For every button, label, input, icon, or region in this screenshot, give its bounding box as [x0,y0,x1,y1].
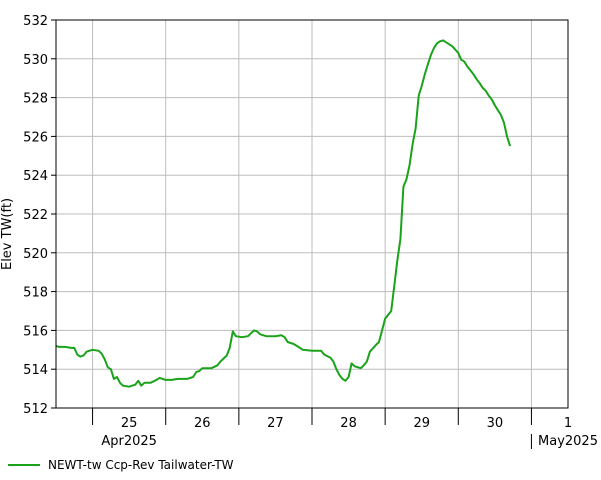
legend-line-swatch [8,464,40,466]
y-tick-label: 512 [23,402,48,417]
x-tick-label: 25 [121,416,138,431]
y-tick-label: 522 [23,208,48,223]
x-tick-label: 1 [564,416,572,431]
y-tick-label: 514 [23,363,48,378]
x-tick-label: 28 [340,416,357,431]
x-tick-label: 27 [267,416,284,431]
y-tick-label: 516 [23,324,48,339]
y-tick-label: 520 [23,247,48,262]
x-tick-label: 29 [413,416,430,431]
y-tick-label: 518 [23,286,48,301]
y-tick-label: 530 [23,53,48,68]
plot-frame [55,19,569,409]
x-tick-label: 26 [194,416,211,431]
y-tick-label: 524 [23,169,48,184]
x-axis-ticks: 25 26 27 28 29 30 1 Apr2025 May2025 [92,408,598,449]
y-axis-ticks: 512 514 516 518 520 522 524 526 528 530 532 [23,14,56,417]
series-lines [55,39,512,388]
x-tick-label: 30 [487,416,504,431]
y-tick-label: 528 [23,92,48,107]
y-axis-label: Elev TW(ft) [0,198,15,270]
x-month-label: May2025 [538,434,598,449]
legend-series-label: NEWT-tw Ccp-Rev Tailwater-TW [48,458,234,472]
legend: NEWT-tw Ccp-Rev Tailwater-TW [8,456,234,474]
y-tick-label: 532 [23,14,48,29]
x-month-label: Apr2025 [101,434,157,449]
y-tick-label: 526 [23,130,48,145]
series-line [55,39,512,388]
